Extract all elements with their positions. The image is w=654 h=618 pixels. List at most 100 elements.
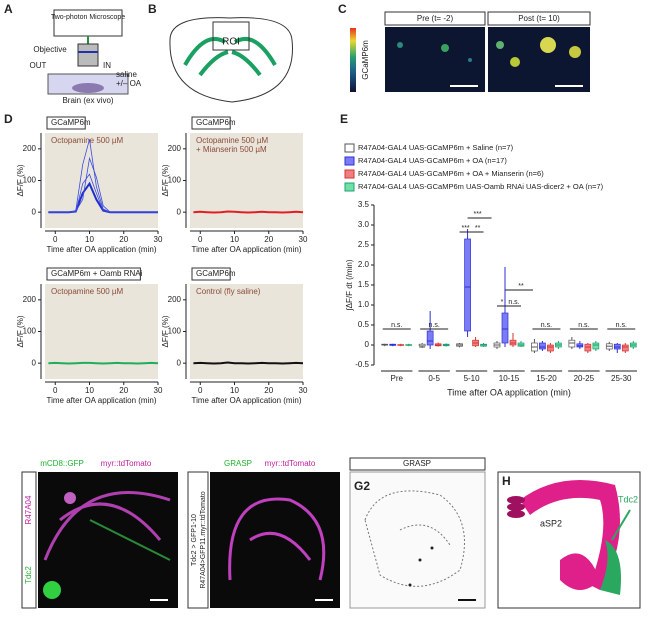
panel-label: G2	[354, 479, 370, 493]
plot-title: GCaMP6m	[51, 118, 91, 127]
roi-label: ROI	[222, 37, 240, 48]
y-tick-label: 200	[23, 144, 37, 153]
panel-label: C	[338, 2, 347, 16]
x-tick-label: 10-15	[499, 374, 520, 383]
objective	[77, 43, 99, 67]
h-arrow	[611, 509, 631, 541]
x-axis-label: Time after OA application (min)	[47, 396, 157, 405]
annotation: Octopamine 500 µM	[51, 136, 124, 145]
y-axis-label: ∫ΔF/F dt (/min)	[345, 259, 354, 311]
post-image	[488, 27, 590, 92]
annotation: Octopamine 500 µM	[51, 287, 124, 296]
in-label: IN	[103, 61, 111, 70]
x-tick-label: 0	[53, 386, 58, 395]
annotation: Control (fly saline)	[196, 287, 261, 296]
x-tick-label: 10	[85, 235, 94, 244]
h-asp2	[520, 480, 620, 590]
plot-title: GCaMP6m	[196, 269, 236, 278]
significance: n.s.	[508, 299, 519, 306]
x-axis-label: Time after OA application (min)	[192, 396, 302, 405]
post-label: Post (t= 10)	[518, 14, 560, 23]
g1-channel1: GRASP	[224, 459, 252, 468]
x-tick-label: 10	[230, 386, 239, 395]
x-tick-label: 20	[119, 386, 128, 395]
box	[418, 343, 426, 347]
y-tick-label: 0	[365, 340, 370, 349]
pre-label: Pre (t= -2)	[417, 14, 454, 23]
box	[464, 238, 471, 332]
g1-side-box	[187, 471, 209, 609]
legend-swatch	[344, 169, 355, 179]
title-box	[191, 267, 231, 281]
x-tick-label: 20	[264, 235, 273, 244]
x-tick-label: 30	[154, 386, 163, 395]
y-tick-label: 0	[177, 207, 182, 216]
y-tick-label: -0.5	[355, 360, 369, 369]
y-tick-label: 3.0	[358, 220, 370, 229]
x-tick-label: 20	[119, 235, 128, 244]
y-axis-label: ΔF/F (%)	[16, 164, 25, 196]
x-tick-label: 0-5	[428, 374, 440, 383]
x-axis-label: Time after OA application (min)	[47, 245, 157, 254]
y-tick-label: 0	[32, 358, 37, 367]
y-tick-label: 100	[168, 176, 182, 185]
x-tick-label: 15-20	[536, 374, 557, 383]
f-side-box	[21, 471, 37, 609]
box	[547, 344, 554, 352]
box	[592, 342, 600, 350]
y-tick-label: 200	[23, 295, 37, 304]
x-tick-label: 30	[299, 386, 308, 395]
title-box	[46, 116, 86, 130]
x-tick-label: 30	[154, 235, 163, 244]
indicator-label: GCaMP6m	[361, 40, 370, 80]
title-box	[191, 116, 231, 130]
y-tick-label: 2.0	[358, 260, 370, 269]
y-tick-label: 1.5	[358, 280, 370, 289]
g2-title-box	[349, 457, 486, 471]
box	[501, 312, 509, 344]
significance: n.s.	[391, 322, 402, 329]
x-tick-label: 20	[264, 386, 273, 395]
significance: **	[475, 225, 481, 232]
x-tick-label: 30	[299, 235, 308, 244]
panel-label: A	[4, 2, 13, 16]
g2-title: GRASP	[403, 459, 431, 468]
y-tick-label: 100	[168, 327, 182, 336]
box	[568, 339, 576, 348]
roi-box	[212, 21, 250, 51]
box	[426, 330, 434, 346]
f-side2: Tdc2	[24, 566, 33, 584]
trace	[193, 361, 304, 365]
legend-label: R47A04-GAL4 UAS-GCaMP6m + Saline (n=7)	[358, 143, 514, 152]
plot-title: GCaMP6m	[196, 118, 236, 127]
saline-label: saline	[116, 70, 137, 79]
x-axis-label: Time after OA application (min)	[192, 245, 302, 254]
y-tick-label: 200	[168, 144, 182, 153]
f-signal	[43, 491, 171, 561]
panel-label: D	[4, 112, 13, 126]
f-side1: R47A04	[24, 495, 33, 524]
x-tick-label: 0	[53, 235, 58, 244]
post-box	[487, 11, 591, 26]
pre-box	[384, 11, 486, 26]
y-tick-label: 2.5	[358, 240, 370, 249]
x-axis-label: Time after OA application (min)	[447, 387, 571, 397]
legend-swatch	[344, 143, 355, 153]
box	[584, 343, 592, 352]
microscope-label: Two-photon Microscope	[51, 14, 125, 21]
trace	[48, 361, 159, 365]
g2-outline	[364, 490, 465, 587]
significance: ***	[461, 225, 469, 232]
significance: n.s.	[428, 322, 439, 329]
colorbar	[350, 28, 356, 92]
plot-background	[190, 284, 303, 379]
significance: ***	[473, 211, 481, 218]
g1-signal	[228, 497, 326, 581]
plot-title: GCaMP6m + Oamb RNAi	[51, 269, 143, 278]
microscope-box	[53, 9, 123, 37]
title-box	[46, 267, 141, 281]
y-tick-label: 0.5	[358, 320, 370, 329]
oa-label: +/– OA	[116, 79, 142, 88]
legend-swatch	[344, 182, 355, 192]
brain	[72, 83, 104, 93]
